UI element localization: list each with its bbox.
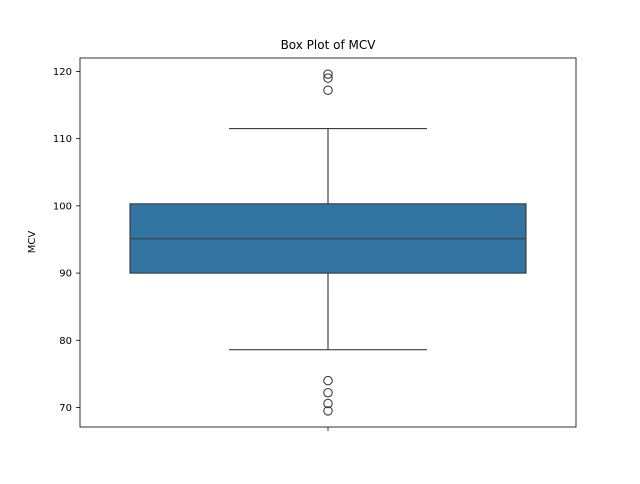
y-tick-label: 90 — [59, 269, 72, 280]
y-tick-label: 120 — [53, 67, 72, 78]
outlier-point — [323, 398, 333, 409]
outlier-points — [323, 69, 333, 416]
y-axis-ticks: 70 80 90 100 110 120 — [53, 67, 80, 414]
y-tick-label: 100 — [53, 201, 72, 212]
outlier-point — [323, 375, 333, 386]
outlier-point — [323, 406, 333, 416]
outlier-point — [323, 85, 333, 96]
chart-title: Box Plot of MCV — [281, 38, 377, 52]
outlier-point — [323, 73, 333, 83]
y-tick-label: 80 — [59, 336, 72, 347]
y-tick-label: 110 — [53, 134, 72, 145]
y-axis-label: MCV — [27, 231, 38, 254]
box-group — [129, 127, 527, 351]
plot-frame — [79, 57, 577, 428]
outlier-point — [323, 387, 333, 398]
y-tick-label: 70 — [59, 403, 72, 414]
outlier-point — [323, 69, 333, 79]
